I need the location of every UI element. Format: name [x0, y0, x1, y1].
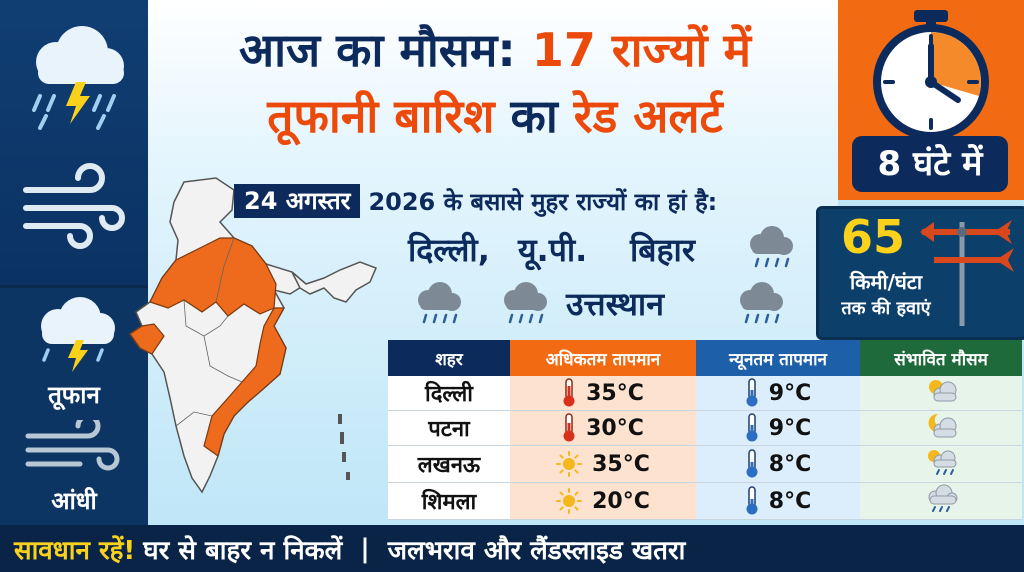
- col-header-min-temp: न्यूनतम तापमान: [696, 340, 860, 376]
- col-header-city: शहर: [388, 340, 510, 376]
- headline-part-4: का: [510, 89, 574, 143]
- thermometer-cold-icon: [746, 449, 758, 478]
- state-uttasthan: उत्तस्थान: [566, 285, 664, 323]
- max-temp-value: 35°C: [592, 451, 650, 477]
- rain-cloud-icon: [504, 282, 547, 324]
- headline-part-5: रेड अलर्ट: [573, 89, 723, 143]
- min-temp-value: 9°C: [768, 415, 812, 441]
- dust-label: आंधी: [51, 487, 97, 515]
- wind-icon: [23, 163, 125, 249]
- thermometer-cold-icon: [746, 486, 758, 515]
- thermometer-cold-icon: [746, 413, 758, 442]
- table-row: पटना 30°C 9°C: [388, 410, 1022, 446]
- rain-cloud-icon: [750, 226, 793, 268]
- table-row: शिमला 20°C 8°C: [388, 482, 1022, 520]
- state-up: यू.पी.: [518, 231, 588, 269]
- date-badge: 24 अगस्तर: [234, 184, 361, 218]
- headline-line-2: तूफानी बारिश का रेड अलर्ट: [150, 84, 840, 146]
- thermometer-cold-icon: [746, 378, 758, 407]
- state-delhi: दिल्ली,: [408, 231, 490, 269]
- date-text: 2026 के बसासे मुहर राज्यों का हां है:: [368, 187, 718, 216]
- max-temp-value: 30°C: [586, 415, 644, 441]
- headline-part-2: 17 राज्यों में: [531, 23, 752, 77]
- table-row: दिल्ली 35°C 9°C: [388, 376, 1022, 411]
- weather-table: शहर अधिकतम तापमान न्यूनतम तापमान संभावित…: [388, 340, 1022, 520]
- max-temp-value: 20°C: [592, 488, 650, 514]
- wind-vane-icon: [920, 220, 1014, 326]
- headline-part-1: आज का मौसम:: [238, 23, 532, 77]
- min-temp-value: 9°C: [768, 380, 812, 406]
- city-name: लखनऊ: [388, 445, 510, 483]
- india-map: [128, 177, 377, 494]
- city-name: शिमला: [388, 482, 510, 520]
- col-header-forecast: संभावित मौसम: [860, 340, 1022, 376]
- rain-cloud-icon: [418, 282, 461, 324]
- headline-line-1: आज का मौसम: 17 राज्यों में: [150, 18, 840, 80]
- footer-warning: सावधान रहें!: [14, 535, 136, 566]
- clock-icon: [873, 10, 989, 140]
- moon-cloud-icon: [928, 413, 957, 438]
- rain-cloud-icon: [928, 484, 958, 512]
- wind-speed: 65: [840, 210, 905, 264]
- wind-caption: तक की हवाएं: [841, 298, 931, 319]
- footer-advice: घर से बाहर न निकलें: [143, 535, 343, 566]
- sun-rain-icon: [928, 450, 957, 475]
- table-row: लखनऊ 35°C 8°C: [388, 445, 1022, 483]
- state-bihar: बिहार: [630, 231, 695, 269]
- partly-cloudy-icon: [929, 380, 957, 402]
- city-name: दिल्ली: [388, 376, 510, 411]
- min-temp-value: 8°C: [768, 488, 812, 514]
- table-header-row: शहर अधिकतम तापमान न्यूनतम तापमान संभावित…: [388, 340, 1022, 376]
- sun-icon: [556, 451, 583, 477]
- footer-separator: |: [360, 533, 370, 564]
- footer-bar: सावधान रहें! घर से बाहर न निकलें | जलभरा…: [0, 525, 1024, 572]
- clock-label: 8 घंटे में: [852, 136, 1008, 192]
- dust-wind-icon: [25, 420, 120, 471]
- col-header-max-temp: अधिकतम तापमान: [510, 340, 696, 376]
- max-temp-value: 35°C: [586, 380, 644, 406]
- date-bar: 24 अगस्तर 2026 के बसासे मुहर राज्यों का …: [234, 184, 717, 218]
- wind-unit: किमी/घंटा: [849, 270, 923, 294]
- storm-rain-icon: [32, 26, 124, 130]
- city-name: पटना: [388, 410, 510, 446]
- min-temp-value: 8°C: [768, 451, 812, 477]
- footer-risk: जलभराव और लैंडस्लाइड खतरा: [387, 535, 686, 566]
- thermometer-hot-icon: [563, 378, 575, 407]
- sun-icon: [556, 488, 583, 514]
- thunder-cloud-icon: [41, 297, 115, 372]
- rain-cloud-icon: [740, 282, 783, 324]
- thermometer-hot-icon: [563, 413, 575, 442]
- storm-label: तूफान: [48, 381, 100, 409]
- wind-panel: [816, 206, 1024, 340]
- headline-part-3: तूफानी बारिश: [267, 89, 511, 143]
